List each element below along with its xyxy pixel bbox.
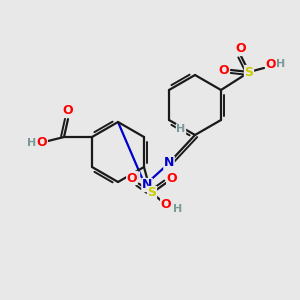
Text: O: O bbox=[161, 199, 171, 212]
Text: O: O bbox=[219, 64, 229, 76]
Text: O: O bbox=[63, 104, 73, 118]
Text: O: O bbox=[37, 136, 47, 149]
Text: S: S bbox=[244, 65, 253, 79]
Text: H: H bbox=[130, 172, 140, 182]
Text: O: O bbox=[127, 172, 137, 184]
Text: S: S bbox=[148, 187, 157, 200]
Text: H: H bbox=[276, 59, 286, 69]
Text: O: O bbox=[236, 43, 246, 56]
Text: O: O bbox=[167, 172, 177, 184]
Text: N: N bbox=[142, 178, 152, 191]
Text: N: N bbox=[164, 157, 174, 169]
Text: H: H bbox=[176, 124, 186, 134]
Text: H: H bbox=[173, 204, 183, 214]
Text: O: O bbox=[266, 58, 276, 70]
Text: H: H bbox=[27, 138, 37, 148]
